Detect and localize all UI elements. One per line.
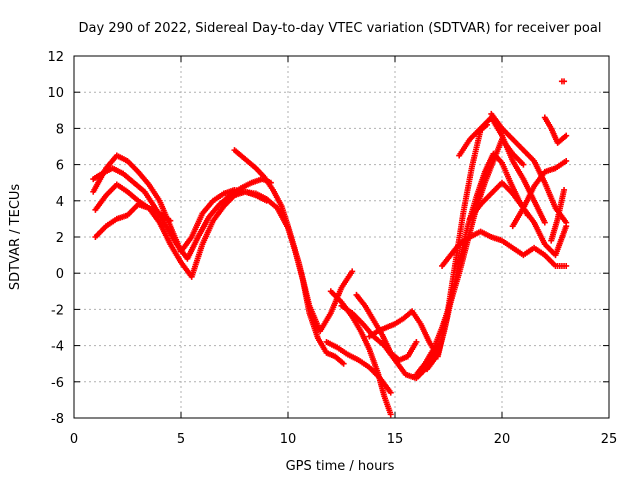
y-tick-label: 4 [56,195,64,210]
data-point-marker [563,157,570,164]
y-tick-label: 0 [56,267,64,282]
y-tick-label: -8 [51,412,64,427]
x-tick-label: 15 [387,432,404,447]
y-tick-label: -6 [51,376,64,391]
axis-ticks: 0 5 10 15 20 25 -8 -6 -4 -2 0 2 4 6 8 10 12 [47,50,617,447]
x-tick-label: 20 [494,432,511,447]
x-axis-label: GPS time / hours [286,459,395,474]
data-point-marker [340,360,347,367]
data-point-marker [563,219,570,226]
data-points [90,78,570,418]
data-point-marker [561,78,568,85]
y-tick-label: 2 [56,231,64,246]
y-tick-label: 12 [47,50,64,65]
y-tick-label: -2 [51,303,64,318]
data-point-marker [263,197,270,204]
x-tick-label: 0 [70,432,78,447]
y-tick-label: 10 [47,86,64,101]
data-point-marker [561,186,568,193]
x-tick-label: 25 [601,432,618,447]
data-point-marker [520,161,527,168]
data-point-marker [413,338,420,345]
data-point-marker [563,262,570,269]
data-point-marker [563,132,570,139]
chart-title: Day 290 of 2022, Sidereal Day-to-day VTE… [79,21,602,36]
y-tick-label: 6 [56,159,64,174]
data-point-marker [167,217,174,224]
x-tick-label: 10 [280,432,297,447]
data-point-marker [387,389,394,396]
data-point-marker [349,268,356,275]
y-tick-label: 8 [56,122,64,137]
data-point-marker [387,411,394,418]
x-tick-label: 5 [177,432,185,447]
y-tick-label: -4 [51,340,64,355]
data-point-marker [541,219,548,226]
y-axis-label: SDTVAR / TECUs [8,184,23,291]
